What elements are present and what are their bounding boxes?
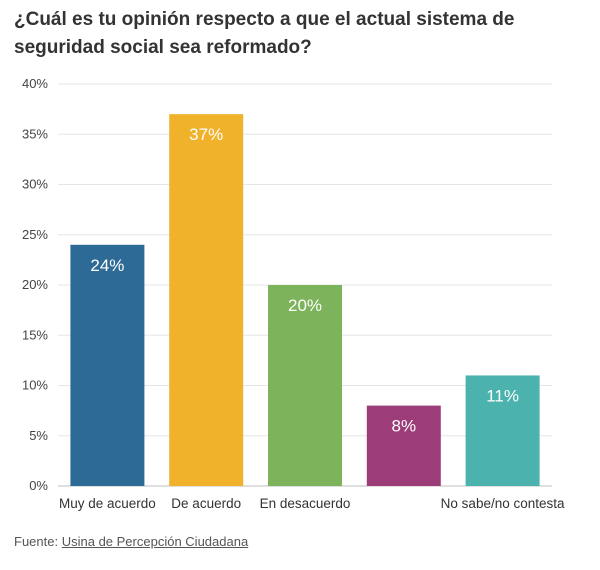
bar-data-label: 20% — [288, 296, 322, 315]
y-tick-label: 15% — [22, 327, 48, 342]
source-footer: Fuente: Usina de Percepción Ciudadana — [14, 534, 248, 549]
y-tick-label: 30% — [22, 177, 48, 192]
x-tick-label: De acuerdo — [171, 496, 241, 511]
source-prefix: Fuente: — [14, 534, 59, 549]
x-axis-tick-labels: Muy de acuerdo De acuerdo En desacuerdo No … — [59, 496, 565, 511]
y-tick-label: 10% — [22, 378, 48, 393]
x-tick-label: En desacuerdo — [260, 496, 351, 511]
bar-data-label: 37% — [189, 125, 223, 144]
bar-data-label: 8% — [392, 417, 417, 436]
y-tick-label: 0% — [29, 478, 48, 493]
y-tick-label: 25% — [22, 227, 48, 242]
bar — [268, 285, 342, 486]
bar-data-label: 24% — [90, 256, 124, 275]
y-tick-label: 40% — [22, 76, 48, 91]
bar — [70, 244, 145, 486]
source-link[interactable]: Usina de Percepción Ciudadana — [61, 534, 249, 549]
bar — [465, 375, 540, 486]
bar-data-label: 11% — [486, 386, 519, 405]
x-tick-label: Muy de acuerdo — [59, 496, 156, 511]
y-axis-tick-labels: 0% 5% 10% 15% 20% 25% 30% 35% 40% — [22, 76, 48, 493]
y-tick-label: 5% — [29, 428, 48, 443]
bar — [366, 405, 441, 486]
y-tick-label: 35% — [22, 126, 48, 141]
bars: 24% 37% 20% 8% 11% — [70, 114, 540, 487]
bar — [169, 114, 244, 487]
y-tick-label: 20% — [22, 277, 48, 292]
chart-title: ¿Cuál es tu opinión respecto a que el ac… — [14, 9, 515, 58]
x-tick-label: No sabe/no contesta — [441, 496, 565, 511]
